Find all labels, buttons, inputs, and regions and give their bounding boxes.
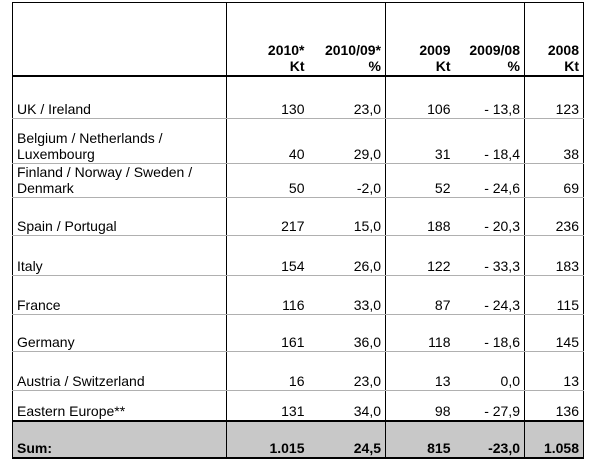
pct-2010-09-cell: 26,0 xyxy=(308,235,386,276)
kt-2008-cell: 145 xyxy=(524,314,584,352)
kt-2008-cell: 136 xyxy=(524,390,584,421)
header-2008-kt: 2008 Kt xyxy=(524,2,584,77)
header-2010-kt: 2010* Kt xyxy=(226,2,309,77)
kt-2010-cell: 154 xyxy=(226,235,309,276)
pct-2010-09-cell: 36,0 xyxy=(308,314,386,352)
pct-2009-08-cell: - 18,6 xyxy=(454,314,525,352)
kt-2009-cell: 31 xyxy=(385,118,455,164)
header-region xyxy=(12,2,227,77)
header-2009-08-pct: 2009/08% xyxy=(454,2,525,77)
kt-2009-cell: 87 xyxy=(385,275,455,315)
kt-2010-cell: 16 xyxy=(226,351,309,391)
kt-2010-cell: 161 xyxy=(226,314,309,352)
pct-2010-09-cell: -2,0 xyxy=(308,163,386,198)
header-2009-kt: 2009 Kt xyxy=(385,2,455,77)
kt-2010-cell: 116 xyxy=(226,275,309,315)
pct-2009-08-cell: - 33,3 xyxy=(454,235,525,276)
table-row: Eastern Europe** 131 34,0 98 - 27,9 136 xyxy=(12,390,584,421)
kt-2010-cell: 217 xyxy=(226,197,309,236)
table-row: Italy 154 26,0 122 - 33,3 183 xyxy=(12,235,584,276)
region-cell: Austria / Switzerland xyxy=(12,351,227,391)
pct-2009-08-cell: 0,0 xyxy=(454,351,525,391)
table-row: Spain / Portugal 217 15,0 188 - 20,3 236 xyxy=(12,197,584,236)
pct-2009-08-cell: - 20,3 xyxy=(454,197,525,236)
kt-2009-cell: 106 xyxy=(385,76,455,119)
header-2010-09-pct: 2010/09*% xyxy=(308,2,386,77)
pct-2010-09-cell: 29,0 xyxy=(308,118,386,164)
kt-2009-cell: 98 xyxy=(385,390,455,421)
region-cell: France xyxy=(12,275,227,315)
kt-2008-cell: 183 xyxy=(524,235,584,276)
header-row: 2010* Kt 2010/09*% 2009 Kt 2009/08% 2008 Kt xyxy=(12,2,584,77)
pct-2010-09-cell: 33,0 xyxy=(308,275,386,315)
kt-2010-cell: 50 xyxy=(226,163,309,198)
kt-2009-cell: 188 xyxy=(385,197,455,236)
table-row: France 116 33,0 87 - 24,3 115 xyxy=(12,275,584,315)
table-row: Finland / Norway / Sweden / Denmark 50 -… xyxy=(12,163,584,198)
region-cell: Eastern Europe** xyxy=(12,390,227,421)
pct-2010-09-cell: 23,0 xyxy=(308,76,386,119)
kt-2009-cell: 122 xyxy=(385,235,455,276)
pct-2009-08-cell: - 24,6 xyxy=(454,163,525,198)
kt-2010-cell: 130 xyxy=(226,76,309,119)
table-row: Germany 161 36,0 118 - 18,6 145 xyxy=(12,314,584,352)
table-row: UK / Ireland 130 23,0 106 - 13,8 123 xyxy=(12,76,584,119)
pct-2010-09-cell: 34,0 xyxy=(353,403,381,419)
kt-2008-cell: 38 xyxy=(524,118,584,164)
kt-2008-cell: 13 xyxy=(524,351,584,391)
kt-2009-cell: 13 xyxy=(385,351,455,391)
table-row: Belgium / Netherlands / Luxembourg 40 29… xyxy=(12,118,584,164)
pct-2009-08-cell: - 24,3 xyxy=(454,275,525,315)
kt-2008-cell: 236 xyxy=(524,197,584,236)
pct-2010-09-cell: 15,0 xyxy=(308,197,386,236)
kt-2008-cell: 69 xyxy=(524,163,584,198)
pct-2010-09-cell: 23,0 xyxy=(308,351,386,391)
kt-2009-cell: 118 xyxy=(385,314,455,352)
pct-2009-08-cell: - 18,4 xyxy=(454,118,525,164)
kt-2010-cell: 40 xyxy=(226,118,309,164)
kt-2009-cell: 52 xyxy=(385,163,455,198)
kt-2008-cell: 115 xyxy=(524,275,584,315)
region-cell: Spain / Portugal xyxy=(12,197,227,236)
region-cell: UK / Ireland xyxy=(12,76,227,119)
region-cell: Belgium / Netherlands / Luxembourg xyxy=(12,118,227,164)
kt-2008-cell: 123 xyxy=(524,76,584,119)
region-cell: Italy xyxy=(12,235,227,276)
sales-by-region-table: 2010* Kt 2010/09*% 2009 Kt 2009/08% 2008 Kt… xyxy=(12,2,584,459)
table-row: Austria / Switzerland 16 23,0 13 0,0 13 xyxy=(12,351,584,391)
region-cell: Germany xyxy=(12,314,227,352)
region-cell: Finland / Norway / Sweden / Denmark xyxy=(12,163,227,198)
pct-2009-08-cell: - 27,9 xyxy=(484,403,520,419)
kt-2010-cell: 131 xyxy=(226,390,309,421)
pct-2009-08-cell: - 13,8 xyxy=(454,76,525,119)
